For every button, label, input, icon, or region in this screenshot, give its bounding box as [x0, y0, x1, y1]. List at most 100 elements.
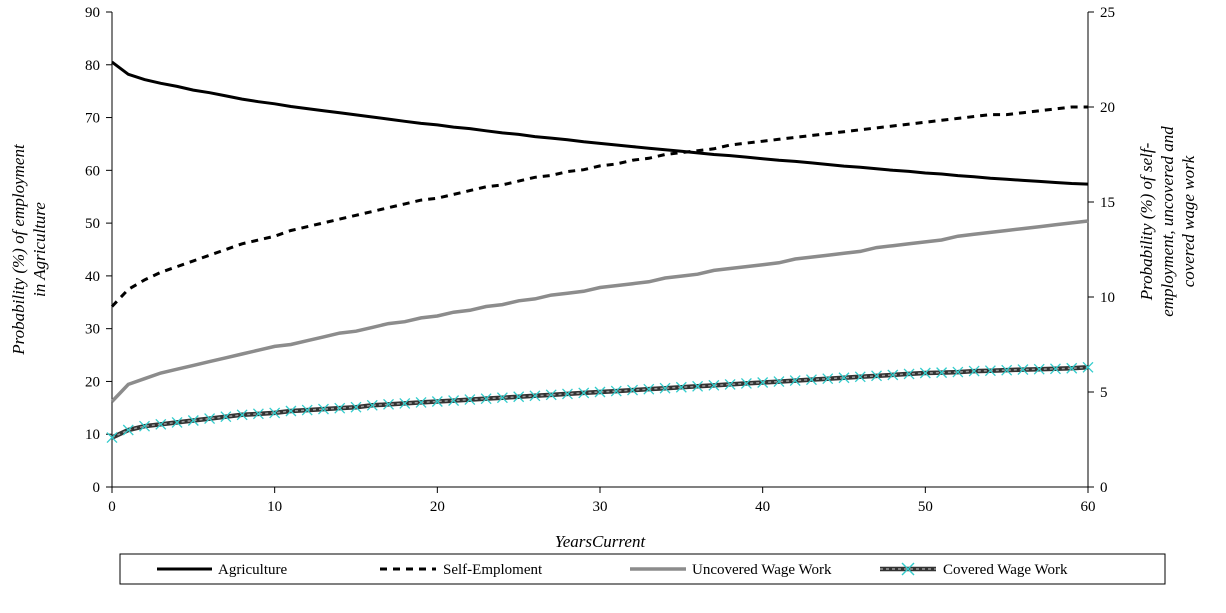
right-y-tick-label: 10 — [1100, 290, 1115, 306]
covered-wage-work-marker — [155, 418, 167, 430]
legend: Agriculture Self-Emploment Uncovered Wage … — [119, 553, 1166, 585]
covered-wage-work-marker — [578, 387, 590, 399]
covered-wage-work-marker — [968, 365, 980, 377]
series-line-self-employment — [110, 105, 1088, 308]
right-y-tick-label: 15 — [1100, 195, 1115, 211]
covered-wage-work-marker — [838, 372, 850, 384]
covered-wage-work-marker — [659, 382, 671, 394]
x-tick-label: 50 — [918, 499, 933, 515]
series-line-covered-wage-work — [111, 365, 1089, 440]
series-line-uncovered-wage-work — [110, 219, 1089, 403]
covered-wage-work-marker — [171, 416, 183, 428]
right-y-tick-label: 20 — [1100, 100, 1115, 116]
covered-wage-work-marker — [334, 402, 346, 414]
covered-wage-work-marker — [789, 375, 801, 387]
covered-wage-work-marker — [708, 379, 720, 391]
covered-wage-work-marker — [1001, 364, 1013, 376]
covered-wage-work-marker — [236, 409, 248, 421]
covered-wage-work-marker — [854, 371, 866, 383]
covered-wage-work-marker — [610, 385, 622, 397]
covered-wage-work-marker — [594, 386, 606, 398]
covered-wage-work-marker — [269, 407, 281, 419]
covered-wage-work-marker — [220, 411, 232, 423]
covered-wage-work-marker — [301, 404, 313, 416]
legend-label: Agriculture — [218, 562, 287, 578]
legend-label: Covered Wage Work — [943, 562, 1068, 578]
left-y-axis-title: Probability (%) of employment in Agricult… — [9, 143, 49, 356]
legend-label: Uncovered Wage Work — [692, 562, 832, 578]
x-axis-title: YearsCurrent — [555, 532, 647, 551]
covered-wage-work-marker — [919, 367, 931, 379]
covered-wage-work-marker — [903, 368, 915, 380]
covered-wage-work-marker — [806, 374, 817, 386]
covered-wage-work-marker — [1033, 363, 1045, 375]
right-y-axis-title-line: employment, uncovered and — [1158, 126, 1177, 317]
series-group — [106, 60, 1094, 444]
right-y-tick-label: 5 — [1100, 385, 1108, 401]
legend-item: Uncovered Wage Work — [630, 562, 832, 578]
covered-wage-work-marker — [675, 381, 687, 393]
covered-wage-work-marker — [740, 377, 752, 389]
covered-wage-work-marker — [480, 393, 492, 405]
x-tick-label: 60 — [1081, 499, 1096, 515]
covered-wage-work-marker — [724, 378, 736, 390]
left-y-axis-title-line: in Agriculture — [30, 202, 49, 297]
covered-wage-work-marker — [936, 367, 948, 379]
covered-wage-work-marker — [399, 397, 411, 409]
right-y-tick-label: 25 — [1100, 5, 1115, 21]
x-tick-label: 0 — [108, 499, 116, 515]
covered-wage-work-marker — [871, 370, 882, 382]
covered-wage-work-marker — [1050, 363, 1061, 375]
covered-wage-work-marker — [545, 389, 557, 401]
left-y-tick-label: 90 — [85, 5, 100, 21]
right-y-axis-title: Probability (%) of self-employment, unco… — [1137, 126, 1198, 317]
legend-item: Agriculture — [157, 562, 287, 578]
left-y-tick-label: 30 — [85, 322, 100, 338]
covered-wage-work-marker — [513, 391, 525, 403]
covered-wage-work-marker — [285, 405, 297, 417]
axis-titles: YearsCurrent Probability (%) of employmen… — [9, 126, 1198, 551]
covered-wage-work-marker — [383, 398, 394, 410]
covered-wage-work-marker — [773, 376, 785, 388]
right-y-axis-title-line: Probability (%) of self- — [1137, 142, 1156, 301]
covered-wage-work-marker — [627, 384, 638, 396]
x-tick-label: 30 — [593, 499, 608, 515]
covered-wage-work-marker — [496, 392, 508, 404]
left-y-tick-label: 0 — [93, 480, 101, 496]
covered-wage-work-marker — [529, 390, 541, 402]
covered-wage-work-marker — [415, 396, 427, 408]
covered-wage-work-marker — [757, 377, 769, 388]
x-tick-label: 10 — [267, 499, 282, 515]
left-y-tick-label: 60 — [85, 163, 100, 179]
covered-wage-work-marker — [318, 403, 329, 415]
covered-wage-work-marker — [822, 373, 834, 385]
legend-item: Self-Emploment — [380, 562, 543, 578]
covered-wage-work-marker — [562, 388, 573, 400]
covered-wage-work-marker — [122, 424, 134, 436]
right-y-axis-title-line: covered wage work — [1179, 155, 1198, 287]
left-y-tick-label: 80 — [85, 58, 100, 74]
covered-wage-work-marker — [643, 383, 655, 395]
covered-wage-work-marker — [252, 408, 264, 420]
x-tick-label: 20 — [430, 499, 445, 515]
left-y-tick-label: 20 — [85, 374, 100, 390]
covered-wage-work-marker — [1082, 361, 1094, 373]
left-y-tick-label: 10 — [85, 427, 100, 443]
covered-wage-work-marker — [464, 394, 476, 406]
legend-item: Covered Wage Work — [880, 562, 1068, 578]
covered-wage-work-marker — [1017, 364, 1029, 376]
left-y-tick-label: 50 — [85, 216, 100, 232]
covered-wage-work-marker — [350, 401, 362, 413]
covered-wage-work-marker — [187, 415, 199, 426]
legend-label: Self-Emploment — [443, 562, 543, 578]
left-y-tick-label: 40 — [85, 269, 100, 285]
x-tick-label: 40 — [755, 499, 770, 515]
left-y-axis-title-line: Probability (%) of employment — [9, 143, 28, 356]
covered-wage-work-marker — [887, 369, 899, 381]
left-y-tick-label: 70 — [85, 111, 100, 127]
right-y-tick-label: 0 — [1100, 480, 1108, 496]
covered-wage-work-marker — [1066, 362, 1078, 374]
covered-wage-work-marker — [952, 366, 964, 378]
covered-wage-work-marker — [431, 396, 443, 407]
